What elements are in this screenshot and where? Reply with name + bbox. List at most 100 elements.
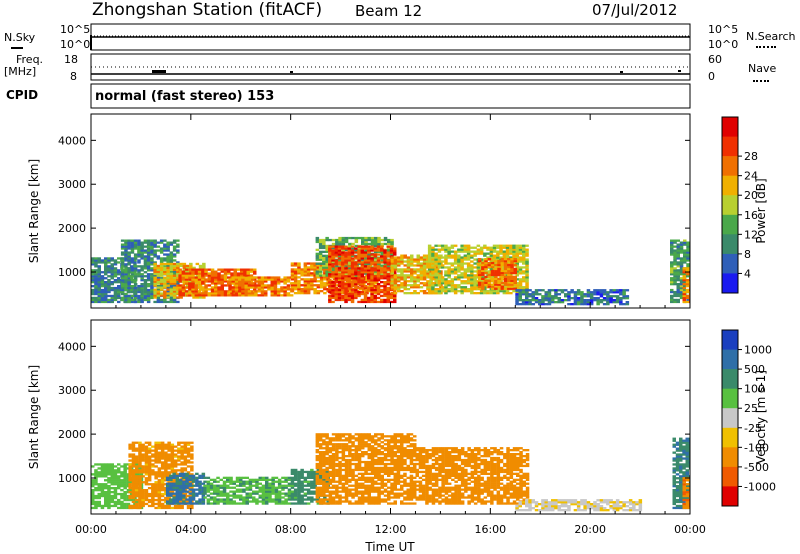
power-cell: [541, 295, 545, 298]
power-cell: [453, 272, 458, 275]
power-cell: [679, 257, 684, 260]
power-cell: [429, 274, 433, 277]
power-cell: [622, 293, 626, 296]
power-cell: [264, 290, 268, 293]
power-cell: [247, 278, 252, 281]
power-cell: [400, 278, 404, 281]
power-cell: [431, 290, 435, 293]
power-cell: [670, 263, 674, 266]
vel-cell: [170, 467, 175, 470]
power-cell: [97, 265, 101, 268]
power-cell: [518, 270, 523, 273]
power-cell: [322, 260, 326, 263]
power-cell: [228, 288, 232, 291]
power-cell: [494, 259, 498, 263]
power-cell: [350, 275, 355, 278]
vel-cell: [164, 453, 168, 456]
power-cell: [350, 273, 355, 276]
power-cell: [156, 300, 161, 304]
power-cell: [679, 265, 684, 268]
vel-cell: [167, 453, 171, 456]
vel-cell: [138, 504, 142, 508]
power-cell: [290, 274, 295, 277]
power-cell: [202, 262, 206, 266]
power-cell: [140, 265, 144, 268]
power-cell: [127, 261, 131, 264]
power-cell: [146, 247, 151, 250]
power-cell: [198, 292, 203, 295]
power-cell: [593, 293, 597, 296]
power-cell: [525, 301, 529, 304]
power-cell: [97, 275, 101, 278]
power-cell: [150, 239, 154, 242]
vel-cell: [110, 487, 114, 490]
power-cell: [169, 288, 174, 291]
power-cell: [234, 286, 239, 289]
power-cell: [507, 269, 511, 273]
vel-cell: [141, 465, 145, 468]
power-cell: [393, 258, 398, 261]
power-cell: [383, 283, 387, 286]
vel-cell: [188, 496, 193, 499]
power-cell: [156, 264, 161, 268]
power-cell: [560, 301, 565, 304]
power-cell: [450, 286, 455, 289]
power-cell: [334, 296, 339, 300]
power-cell: [403, 278, 407, 281]
power-cell: [361, 236, 365, 240]
vel-cell: [113, 469, 118, 472]
power-cell: [509, 256, 513, 259]
power-cell: [331, 285, 335, 288]
power-cell: [201, 272, 205, 275]
vel-cell: [195, 472, 199, 475]
power-cell: [515, 270, 519, 273]
power-cell: [679, 285, 684, 288]
power-cell: [214, 288, 218, 291]
power-cell: [176, 300, 180, 304]
power-cell: [518, 299, 522, 302]
power-cell: [313, 264, 317, 267]
vel-cell: [151, 498, 155, 502]
power-cell: [140, 277, 144, 280]
power-cell: [490, 277, 495, 280]
power-cell: [386, 267, 390, 270]
power-cell: [194, 276, 199, 279]
vel-cell: [147, 477, 152, 480]
power-cell: [337, 298, 342, 302]
power-cell: [234, 276, 239, 279]
power-cell: [315, 272, 320, 275]
power-cell: [328, 290, 332, 294]
power-cell: [457, 260, 461, 263]
vel-cell: [157, 500, 162, 504]
vel-cell: [154, 465, 158, 468]
power-cell: [233, 270, 237, 273]
power-cell: [560, 289, 565, 292]
power-cell: [374, 238, 378, 242]
power-cell: [156, 282, 161, 285]
power-cell: [573, 293, 578, 296]
power-cell: [166, 266, 170, 269]
power-cell: [483, 292, 487, 295]
power-cell: [492, 256, 497, 259]
power-cell: [413, 286, 417, 289]
power-cell: [290, 288, 295, 291]
power-cell: [376, 285, 381, 288]
power-cell: [609, 291, 613, 294]
power-cell: [547, 291, 552, 294]
power-cell: [483, 254, 487, 257]
power-cell: [437, 254, 442, 257]
vel-cell: [104, 471, 108, 474]
power-cell: [619, 303, 623, 306]
power-cell: [181, 270, 186, 273]
vel-cell: [144, 479, 149, 482]
power-cell: [241, 282, 245, 285]
vel-cell: [151, 492, 155, 496]
power-cell: [367, 277, 371, 280]
power-cell: [243, 270, 247, 273]
power-cell: [596, 301, 600, 304]
power-cell: [231, 280, 235, 283]
power-cell: [509, 248, 513, 251]
power-cell: [463, 276, 468, 279]
vel-cell: [167, 441, 171, 444]
power-cell: [143, 263, 148, 266]
